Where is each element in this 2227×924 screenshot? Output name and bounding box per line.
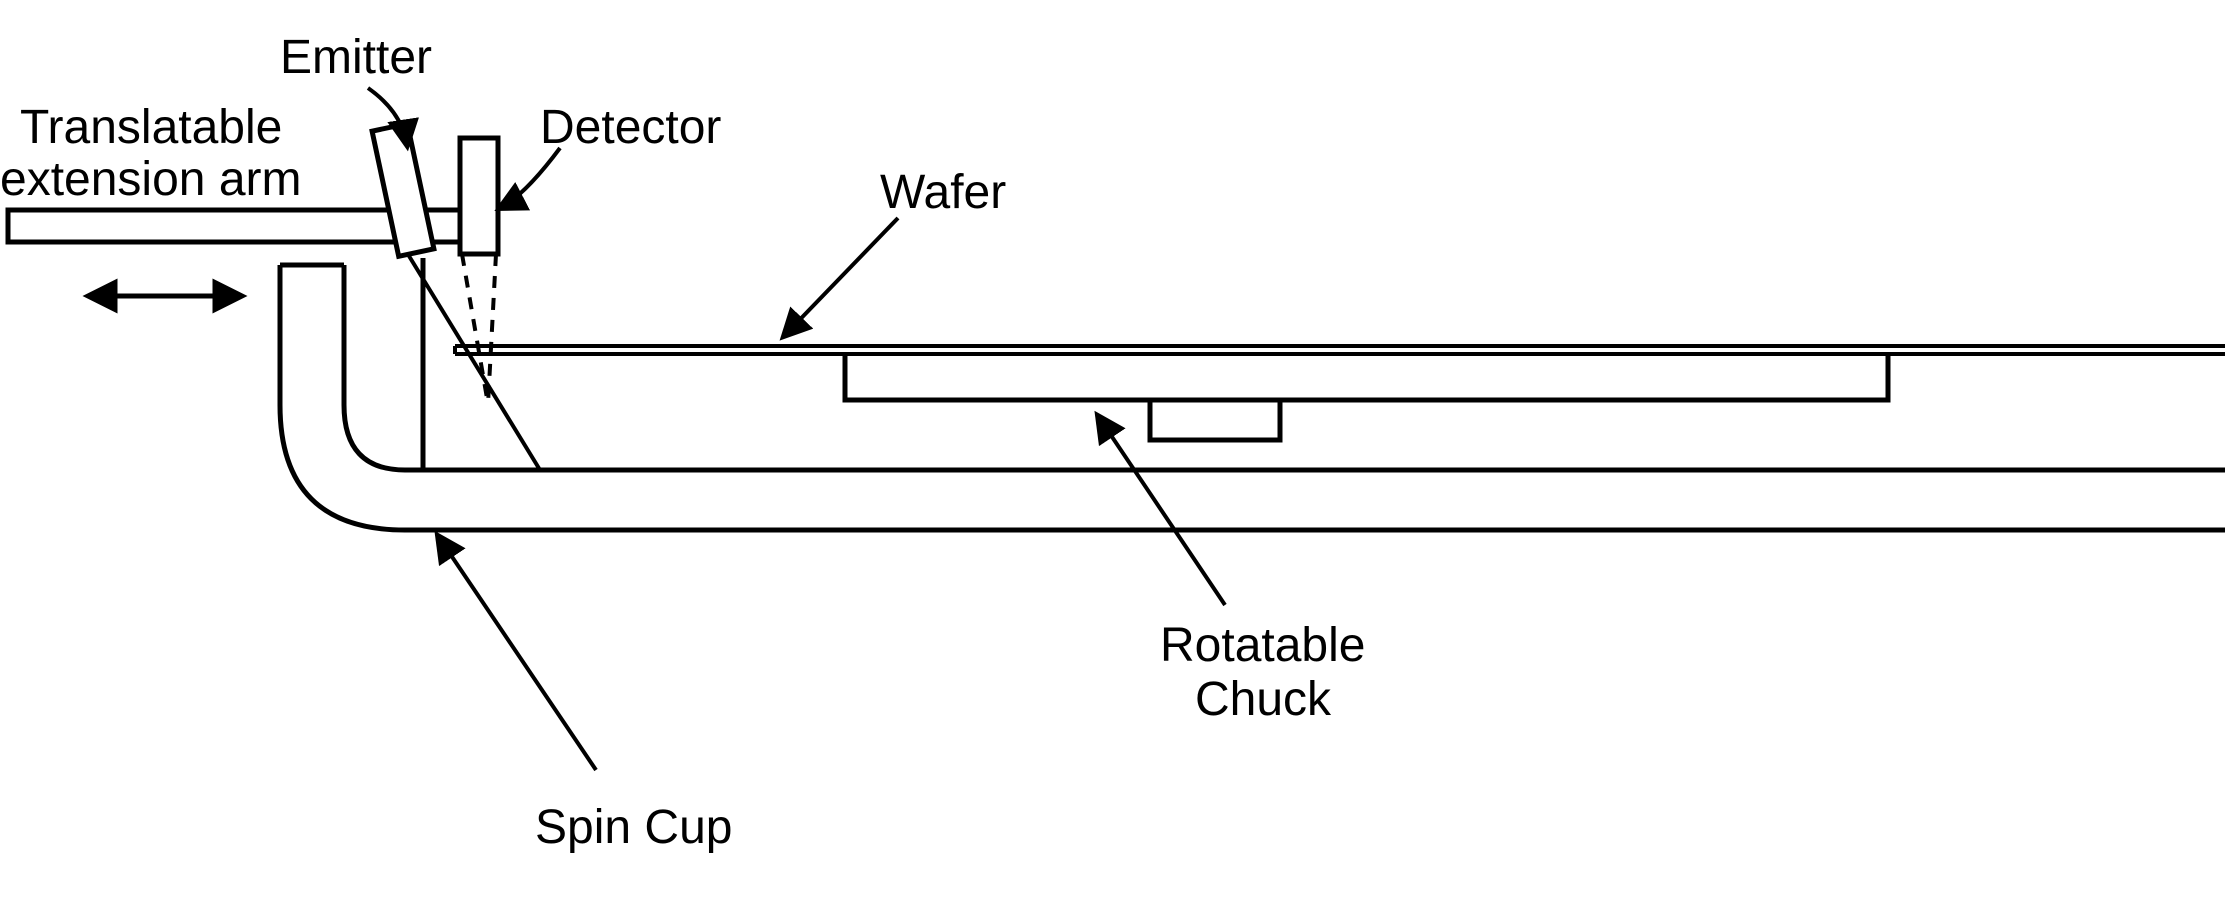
spin-cup-label: Spin Cup bbox=[535, 800, 732, 855]
spin-cup bbox=[280, 258, 2225, 530]
detector-label: Detector bbox=[540, 100, 721, 155]
rotatable-chuck-label-line1: Rotatable bbox=[1160, 618, 1365, 673]
emitter-ray bbox=[409, 256, 540, 470]
rotatable-chuck-label-line2: Chuck bbox=[1195, 672, 1331, 727]
emitter-label: Emitter bbox=[280, 30, 432, 85]
translatable-arm-label-line1: Translatable bbox=[20, 100, 282, 155]
detector bbox=[460, 138, 498, 254]
rotatable-chuck bbox=[845, 354, 1888, 440]
detector-leader bbox=[500, 148, 560, 208]
wafer bbox=[455, 346, 2225, 354]
translatable-arm-label-line2: extension arm bbox=[0, 152, 301, 207]
chuck-leader bbox=[1098, 416, 1225, 605]
spincup-leader bbox=[438, 536, 596, 770]
diagram-canvas bbox=[0, 0, 2227, 924]
detector-rays bbox=[462, 254, 496, 404]
wafer-leader bbox=[784, 218, 898, 336]
wafer-label: Wafer bbox=[880, 165, 1006, 220]
emitter bbox=[372, 124, 434, 257]
